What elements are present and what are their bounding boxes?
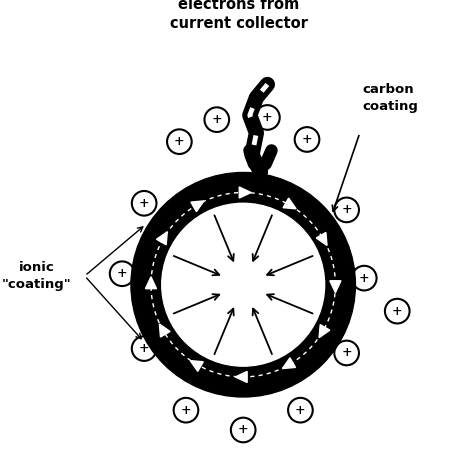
Polygon shape: [146, 277, 156, 289]
Polygon shape: [190, 361, 203, 371]
Text: +: +: [139, 342, 149, 355]
Text: +: +: [139, 197, 149, 210]
Text: carbon
coating: carbon coating: [362, 82, 418, 113]
Polygon shape: [156, 232, 167, 245]
Circle shape: [162, 203, 325, 366]
Text: ionic
"coating": ionic "coating": [1, 261, 71, 291]
Polygon shape: [239, 187, 251, 198]
Text: +: +: [359, 272, 370, 284]
Text: +: +: [295, 404, 306, 417]
Text: +: +: [262, 111, 273, 124]
Polygon shape: [283, 358, 295, 369]
Text: +: +: [181, 404, 191, 417]
Polygon shape: [191, 201, 204, 212]
Text: electrons from
current collector: electrons from current collector: [170, 0, 308, 31]
Text: +: +: [301, 133, 312, 146]
Text: +: +: [392, 305, 402, 318]
Circle shape: [131, 173, 356, 397]
Polygon shape: [235, 372, 247, 383]
Text: +: +: [117, 267, 128, 280]
Text: +: +: [174, 135, 185, 148]
Polygon shape: [316, 232, 327, 246]
Polygon shape: [319, 325, 330, 337]
Polygon shape: [159, 324, 170, 337]
Text: +: +: [211, 113, 222, 126]
Polygon shape: [330, 281, 341, 292]
Text: +: +: [341, 346, 352, 359]
Polygon shape: [283, 198, 296, 209]
Text: +: +: [341, 203, 352, 217]
Text: +: +: [238, 423, 248, 437]
